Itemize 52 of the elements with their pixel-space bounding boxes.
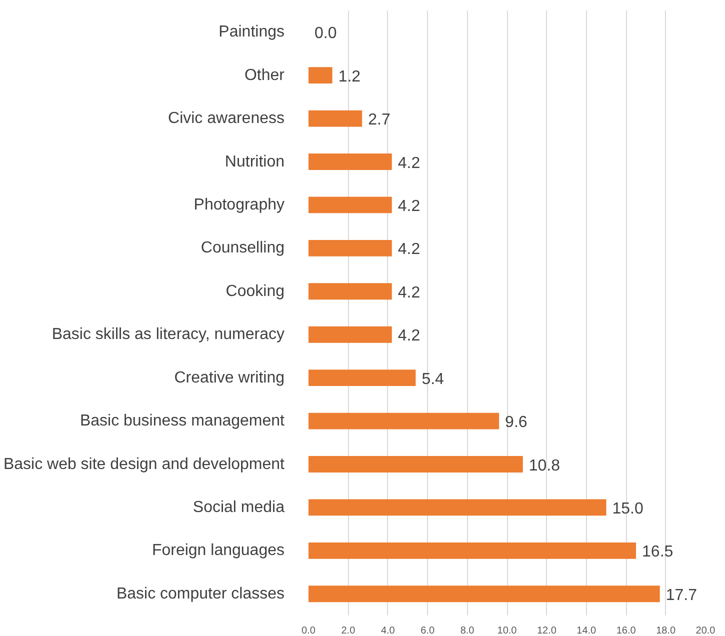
y-tick-label: Paintings bbox=[218, 24, 285, 41]
y-tick-label: Cooking bbox=[226, 282, 284, 300]
y-tick-label: Counselling bbox=[200, 240, 284, 257]
x-tick-label: 8.0 bbox=[460, 626, 475, 636]
data-label: 4.2 bbox=[398, 241, 420, 258]
x-tick-label: 12.0 bbox=[536, 626, 557, 636]
data-label: 0.0 bbox=[314, 25, 337, 42]
data-label: 4.2 bbox=[398, 154, 420, 172]
bar bbox=[308, 326, 392, 343]
y-tick-label: Basic computer classes bbox=[116, 585, 284, 602]
y-tick-label: Other bbox=[244, 66, 286, 84]
data-label: 1.2 bbox=[338, 68, 361, 86]
y-tick-label: Photography bbox=[194, 196, 284, 214]
data-label: 5.4 bbox=[422, 370, 444, 388]
y-tick-label: Creative writing bbox=[174, 369, 285, 386]
y-tick-label: Foreign languages bbox=[152, 542, 285, 560]
y-tick-label: Basic web site design and development bbox=[3, 456, 286, 473]
x-tick-label: 10.0 bbox=[497, 626, 518, 636]
x-tick-label: 2.0 bbox=[341, 626, 356, 636]
bar bbox=[308, 110, 362, 127]
bar bbox=[308, 283, 392, 300]
data-label: 15.0 bbox=[612, 500, 644, 518]
bar bbox=[308, 196, 392, 214]
x-tick-label: 14.0 bbox=[576, 626, 597, 636]
bar bbox=[308, 542, 636, 559]
bar bbox=[308, 499, 606, 516]
x-tick-label: 6.0 bbox=[420, 626, 435, 636]
bar bbox=[308, 456, 523, 472]
y-tick-label: Civic awareness bbox=[168, 110, 284, 128]
data-label: 2.7 bbox=[368, 112, 390, 129]
y-tick-label: Nutrition bbox=[224, 153, 284, 170]
bar bbox=[308, 370, 416, 386]
bar bbox=[308, 154, 392, 170]
data-label: 4.2 bbox=[398, 198, 420, 215]
data-label: 17.7 bbox=[666, 586, 698, 604]
x-tick-label: 16.0 bbox=[616, 626, 636, 636]
x-tick-label: 4.0 bbox=[380, 626, 396, 636]
bar bbox=[308, 67, 332, 84]
bar bbox=[308, 412, 500, 430]
data-label: 4.2 bbox=[398, 284, 420, 302]
data-label: 16.5 bbox=[642, 544, 674, 561]
data-label: 9.6 bbox=[505, 414, 528, 432]
y-tick-label: Basic skills as literacy, numeracy bbox=[52, 326, 284, 344]
x-tick-label: 20.0 bbox=[696, 626, 716, 636]
y-tick-label: Social media bbox=[192, 498, 285, 516]
data-label: 10.8 bbox=[528, 457, 560, 474]
y-tick-label: Basic business management bbox=[80, 412, 286, 430]
bar bbox=[308, 240, 392, 256]
x-tick-label: 18.0 bbox=[656, 626, 676, 636]
x-tick-label: 0.0 bbox=[302, 626, 316, 636]
bar bbox=[308, 586, 660, 602]
data-label: 4.2 bbox=[398, 328, 420, 345]
